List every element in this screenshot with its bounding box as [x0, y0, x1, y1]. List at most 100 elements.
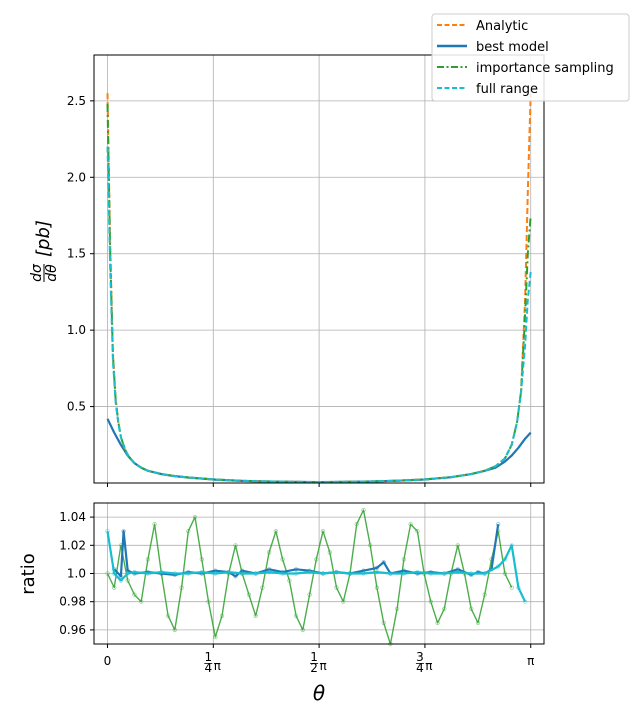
ratio-point	[105, 571, 110, 576]
ratio-point	[152, 522, 157, 527]
ratio-point	[347, 571, 353, 576]
ratio-point	[368, 543, 373, 548]
ratio-point	[294, 613, 299, 618]
ratio-point	[172, 571, 177, 576]
ratio-point	[166, 613, 171, 618]
ratio-point	[159, 569, 164, 575]
svg-text:π: π	[319, 659, 326, 673]
ratio-point	[267, 569, 272, 575]
ratio-series-line	[106, 531, 527, 603]
ratio-point	[401, 557, 407, 562]
ratio-y-tick-label: 0.96	[59, 623, 86, 637]
legend-label: importance sampling	[476, 61, 614, 76]
ratio-point	[435, 620, 440, 626]
ratio-point	[522, 599, 528, 604]
ratio-point	[469, 571, 474, 576]
legend: Analytic best model importance sampling ful…	[431, 13, 630, 102]
ratio-x-tick-label: π	[527, 654, 534, 668]
x-axis-label: θ	[313, 681, 325, 705]
ratio-point	[307, 569, 312, 575]
legend-label: Analytic	[476, 19, 528, 34]
ratio-point	[408, 522, 413, 527]
ratio-point	[381, 620, 386, 626]
ratio-point	[206, 599, 211, 604]
ratio-point	[253, 571, 258, 576]
ratio-point	[280, 557, 285, 562]
y-label-denominator: dθ	[44, 264, 60, 282]
ratio-point	[401, 571, 407, 576]
ratio-point	[125, 578, 130, 583]
main-y-tick-label: 2.0	[67, 170, 86, 184]
ratio-point	[509, 543, 514, 548]
main-y-tick-label: 2.5	[67, 94, 86, 108]
ratio-point	[125, 571, 130, 576]
ratio-point	[374, 569, 380, 575]
ratio-point	[294, 571, 299, 576]
svg-text:4: 4	[204, 661, 212, 675]
ratio-x-tick-label: 12 π	[310, 650, 327, 675]
ratio-point	[415, 569, 420, 575]
ratio-point	[496, 564, 501, 569]
ratio-point	[327, 550, 332, 555]
ratio-point	[246, 592, 251, 597]
ratio-y-tick-label: 1.04	[59, 510, 86, 524]
ratio-point	[314, 557, 319, 562]
ratio-point	[381, 560, 386, 565]
ratio-x-tick-label: 0	[104, 654, 112, 668]
ratio-point	[502, 557, 508, 562]
ratio-point	[112, 585, 117, 590]
ratio-point	[320, 529, 326, 534]
ratio-point	[509, 585, 514, 590]
ratio-point	[213, 634, 218, 640]
ratio-point	[294, 567, 299, 572]
ratio-point	[469, 606, 474, 611]
ratio-point	[145, 557, 150, 562]
ratio-series-full-range	[105, 529, 528, 604]
ratio-point	[233, 574, 238, 579]
ratio-point	[118, 578, 123, 583]
ratio-point	[121, 529, 126, 534]
ratio-point	[442, 571, 447, 576]
ratio-point	[455, 569, 460, 575]
legend-box	[431, 13, 630, 102]
ratio-point	[428, 571, 433, 576]
ratio-point	[118, 574, 123, 579]
svg-text:π: π	[425, 659, 432, 673]
main-y-tick-label: 1.0	[67, 323, 86, 337]
ratio-series-line	[106, 509, 513, 645]
ratio-point	[361, 571, 366, 576]
ratio-point	[482, 571, 487, 576]
main-grid	[94, 55, 544, 483]
ratio-x-tick-label: 34 π	[415, 650, 433, 675]
ratio-point	[516, 585, 521, 590]
ratio-point	[253, 613, 258, 618]
ratio-point	[145, 571, 150, 576]
ratio-point	[179, 585, 184, 590]
ratio-y-tick-label: 1.0	[67, 567, 86, 581]
main-y-tick-label: 1.5	[67, 247, 86, 261]
ratio-y-label: ratio	[18, 553, 39, 595]
ratio-point	[260, 585, 265, 590]
ratio-point	[132, 569, 137, 575]
ratio-point	[199, 569, 204, 575]
ratio-point	[199, 557, 204, 562]
ratio-point	[502, 571, 508, 576]
ratio-point	[341, 599, 346, 604]
ratio-point	[415, 529, 420, 534]
main-series-line-full-range	[106, 146, 532, 484]
y-label-unit: [pb]	[33, 220, 54, 257]
main-panel: 0.5 1.0 1.5 2.0 2.5 dσ dθ [pb]	[29, 54, 545, 487]
svg-text:4: 4	[416, 661, 424, 675]
ratio-point	[334, 585, 339, 590]
ratio-point	[455, 543, 460, 548]
ratio-point	[300, 627, 305, 633]
ratio-point	[388, 571, 393, 576]
ratio-y-tick-label: 0.98	[59, 595, 86, 609]
ratio-point	[172, 627, 177, 633]
ratio-point	[442, 606, 447, 611]
ratio-point	[475, 620, 481, 626]
legend-label: best model	[476, 40, 549, 55]
ratio-x-ticks: 0 14 π12 π34 π π	[104, 644, 534, 675]
ratio-y-tick-label: 1.02	[59, 538, 86, 552]
